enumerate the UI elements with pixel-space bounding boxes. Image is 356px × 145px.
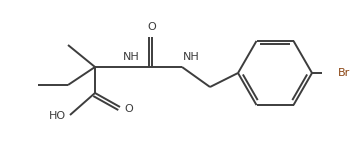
Text: O: O: [148, 22, 156, 32]
Text: NH: NH: [183, 52, 200, 62]
Text: HO: HO: [49, 111, 66, 121]
Text: O: O: [124, 104, 133, 114]
Text: Br: Br: [338, 68, 350, 78]
Text: NH: NH: [123, 52, 140, 62]
